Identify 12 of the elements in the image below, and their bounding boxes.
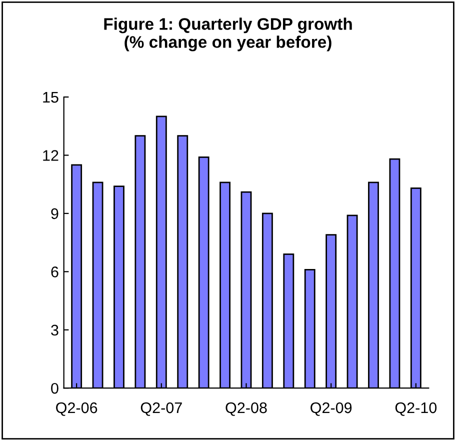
y-tick-label: 12 [43, 150, 58, 161]
y-tick-label: 15 [43, 92, 58, 103]
x-tick-label: Q2-06 [56, 402, 98, 416]
x-tick-label: Q2-09 [310, 402, 352, 416]
chart-title: Figure 1: Quarterly GDP growth (% change on year before) [104, 18, 352, 52]
x-tick-label: Q2-08 [226, 402, 267, 416]
x-tick-label: Q2-07 [140, 402, 182, 416]
y-tick-label: 3 [51, 324, 58, 336]
x-tick-label: Q2-10 [395, 402, 437, 416]
y-tick-label: 6 [51, 266, 58, 278]
y-tick-label: 9 [51, 208, 58, 220]
y-tick-label: 0 [51, 382, 58, 394]
